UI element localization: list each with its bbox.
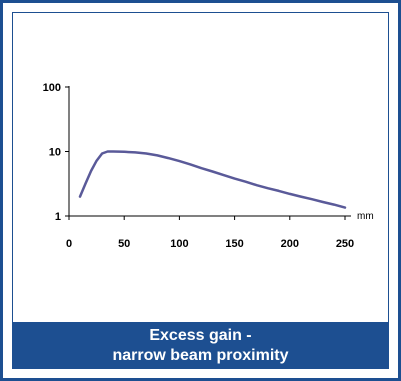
data-point bbox=[200, 167, 203, 169]
data-point bbox=[333, 203, 335, 206]
x-tick-label: 0 bbox=[66, 238, 72, 250]
x-tick-label: 50 bbox=[118, 238, 130, 250]
data-point bbox=[156, 154, 159, 157]
chart-tick-labels: 1 10 100 0 50 100 150 200 250 bbox=[43, 82, 355, 250]
data-point bbox=[322, 201, 324, 203]
data-point bbox=[278, 190, 280, 192]
data-point bbox=[84, 182, 87, 185]
data-point bbox=[311, 198, 313, 200]
data-point bbox=[79, 195, 81, 198]
caption-line-1: Excess gain - bbox=[149, 326, 252, 344]
series-line bbox=[78, 150, 347, 209]
y-tick-label: 1 bbox=[55, 211, 61, 223]
x-tick-label: 100 bbox=[170, 238, 188, 250]
x-tick-label: 150 bbox=[225, 238, 243, 250]
y-tick-label: 10 bbox=[49, 147, 61, 159]
chart-caption: Excess gain - narrow beam proximity bbox=[12, 322, 389, 369]
data-point bbox=[145, 152, 148, 155]
chart-ticks bbox=[65, 86, 346, 220]
data-point bbox=[178, 160, 181, 162]
data-point bbox=[189, 163, 192, 166]
data-point bbox=[255, 184, 258, 186]
data-point bbox=[134, 151, 136, 154]
data-point bbox=[289, 193, 291, 195]
data-point bbox=[112, 150, 114, 153]
data-point bbox=[95, 159, 98, 162]
data-point bbox=[300, 195, 302, 198]
data-point bbox=[101, 152, 103, 155]
caption-line-2: narrow beam proximity bbox=[112, 346, 289, 364]
series-layer bbox=[78, 150, 347, 209]
data-point bbox=[106, 150, 109, 153]
data-point bbox=[167, 157, 170, 159]
x-tick-label: 250 bbox=[336, 238, 354, 250]
data-point bbox=[123, 151, 125, 153]
data-point bbox=[222, 174, 225, 176]
x-tick-label: 200 bbox=[281, 238, 299, 250]
data-point bbox=[233, 177, 236, 180]
data-point bbox=[266, 187, 269, 189]
data-point bbox=[211, 170, 214, 173]
data-point bbox=[244, 180, 247, 183]
data-point bbox=[90, 170, 92, 172]
data-point bbox=[344, 206, 346, 209]
x-unit-label: mm bbox=[357, 211, 374, 222]
y-tick-label: 100 bbox=[43, 82, 61, 94]
